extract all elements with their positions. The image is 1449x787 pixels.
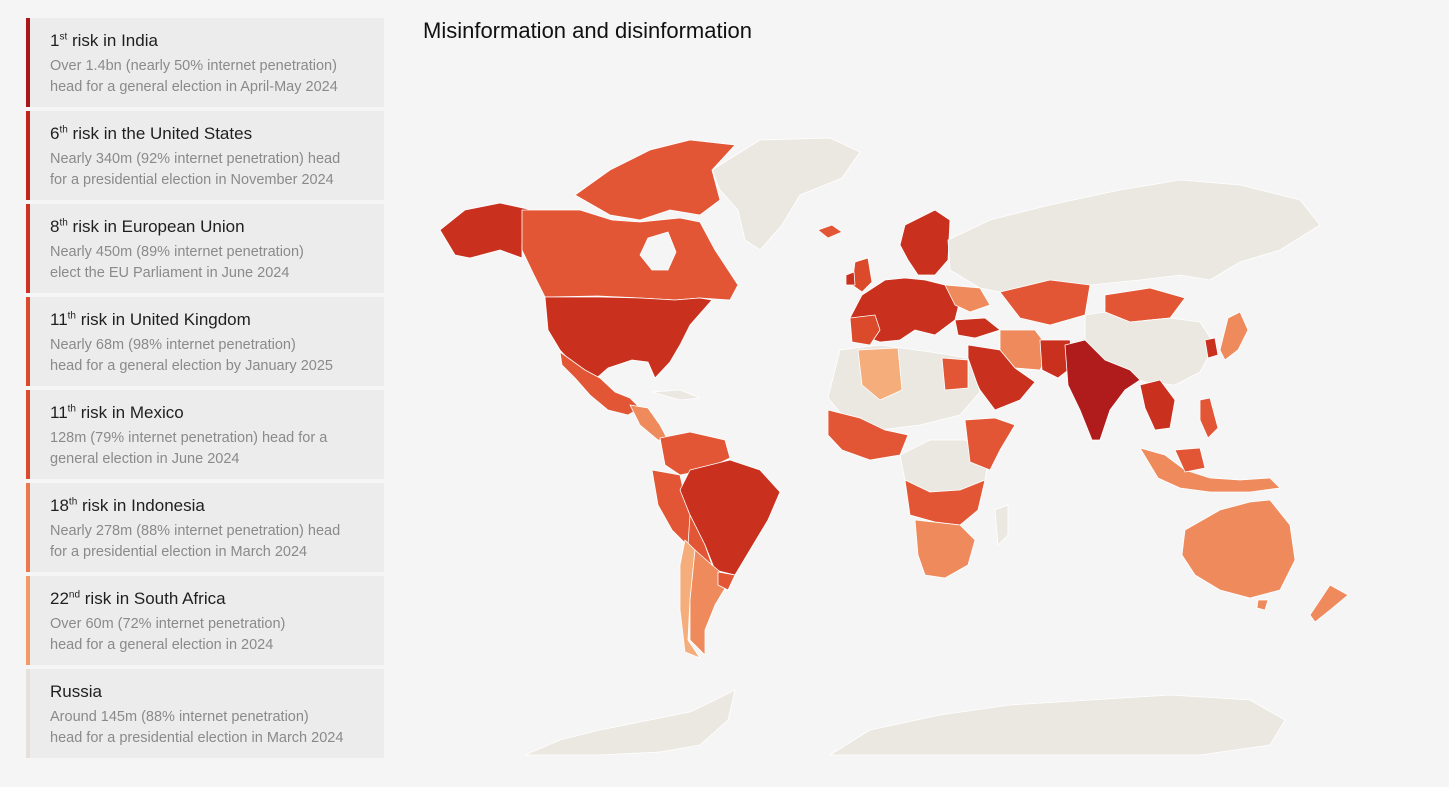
south-africa[interactable] — [914, 519, 976, 579]
philippines[interactable] — [1199, 397, 1219, 439]
card-desc-line2: head for a general election in April-May… — [50, 79, 338, 95]
card-desc-line2: general election in June 2024 — [50, 451, 240, 467]
southern-central-africa[interactable] — [904, 479, 986, 526]
card-title: 18th risk in Indonesia — [50, 496, 205, 515]
card-desc-line1: Over 60m (72% internet penetration) — [50, 616, 286, 632]
antarctica-west[interactable] — [524, 689, 736, 756]
indonesia-borneo[interactable] — [1174, 447, 1206, 473]
card-desc-line1: Nearly 278m (88% internet penetration) h… — [50, 523, 341, 539]
card-desc-line2: for a presidential election in November … — [50, 172, 334, 188]
scandinavia[interactable] — [899, 209, 951, 276]
card-south-africa[interactable]: 22nd risk in South Africa Over 60m (72% … — [26, 576, 384, 665]
card-title: 11th risk in United Kingdom — [50, 310, 251, 329]
australia[interactable] — [1181, 499, 1296, 599]
east-africa[interactable] — [964, 417, 1016, 471]
card-desc-line1: Nearly 68m (98% internet penetration) — [50, 337, 296, 353]
eastern-europe[interactable] — [944, 284, 991, 313]
card-desc-line2: elect the EU Parliament in June 2024 — [50, 265, 290, 281]
card-indonesia[interactable]: 18th risk in Indonesia Nearly 278m (88% … — [26, 483, 384, 572]
card-title: Russia — [50, 682, 102, 701]
uruguay[interactable] — [717, 571, 736, 591]
brazil[interactable] — [679, 459, 781, 576]
alaska[interactable] — [439, 202, 533, 259]
turkey[interactable] — [954, 317, 1001, 339]
antarctica-east[interactable] — [829, 694, 1286, 756]
card-european-union[interactable]: 8th risk in European Union Nearly 450m (… — [26, 204, 384, 293]
greenland[interactable] — [711, 137, 861, 251]
algeria[interactable] — [857, 347, 903, 401]
cuba[interactable] — [651, 389, 701, 401]
india[interactable] — [1064, 339, 1141, 441]
card-united-kingdom[interactable]: 11th risk in United Kingdom Nearly 68m (… — [26, 297, 384, 386]
map-title: Misinformation and disinformation — [423, 18, 752, 43]
hudson-bay — [639, 231, 677, 271]
egypt[interactable] — [941, 357, 969, 391]
world-map — [439, 137, 1349, 756]
election-risk-list: 1st risk in India Over 1.4bn (nearly 50%… — [26, 18, 384, 762]
canada[interactable] — [521, 209, 739, 301]
card-desc-line2: for a presidential election in March 202… — [50, 544, 308, 560]
tasmania[interactable] — [1256, 599, 1269, 611]
card-desc-line2: head for a general election in 2024 — [50, 637, 274, 653]
card-title: 8th risk in European Union — [50, 217, 245, 236]
madagascar[interactable] — [994, 504, 1009, 546]
southeast-asia[interactable] — [1139, 379, 1176, 431]
card-title: 1st risk in India — [50, 31, 158, 50]
central-america[interactable] — [629, 404, 669, 441]
canada-arctic[interactable] — [574, 139, 736, 221]
japan[interactable] — [1219, 311, 1249, 361]
card-title: 22nd risk in South Africa — [50, 589, 226, 608]
iceland[interactable] — [817, 224, 843, 239]
card-desc-line2: head for a presidential election in Marc… — [50, 730, 344, 746]
card-desc-line1: Over 1.4bn (nearly 50% internet penetrat… — [50, 58, 337, 74]
russia[interactable] — [947, 179, 1321, 293]
card-russia[interactable]: Russia Around 145m (88% internet penetra… — [26, 669, 384, 758]
card-desc-line1: 128m (79% internet penetration) head for… — [50, 430, 328, 446]
card-united-states[interactable]: 6th risk in the United States Nearly 340… — [26, 111, 384, 200]
new-zealand[interactable] — [1309, 584, 1349, 623]
card-desc-line1: Nearly 450m (89% internet penetration) — [50, 244, 304, 260]
card-desc-line1: Around 145m (88% internet penetration) — [50, 709, 309, 725]
ireland[interactable] — [845, 271, 856, 286]
card-desc-line2: head for a general election by January 2… — [50, 358, 333, 374]
card-title: 6th risk in the United States — [50, 124, 253, 143]
indonesia[interactable] — [1139, 447, 1281, 493]
card-desc-line1: Nearly 340m (92% internet penetration) h… — [50, 151, 341, 167]
korea[interactable] — [1204, 337, 1219, 359]
card-india[interactable]: 1st risk in India Over 1.4bn (nearly 50%… — [26, 18, 384, 107]
card-mexico[interactable]: 11th risk in Mexico 128m (79% internet p… — [26, 390, 384, 479]
iberia[interactable] — [849, 314, 881, 346]
card-title: 11th risk in Mexico — [50, 403, 184, 422]
united-kingdom[interactable] — [851, 257, 873, 293]
